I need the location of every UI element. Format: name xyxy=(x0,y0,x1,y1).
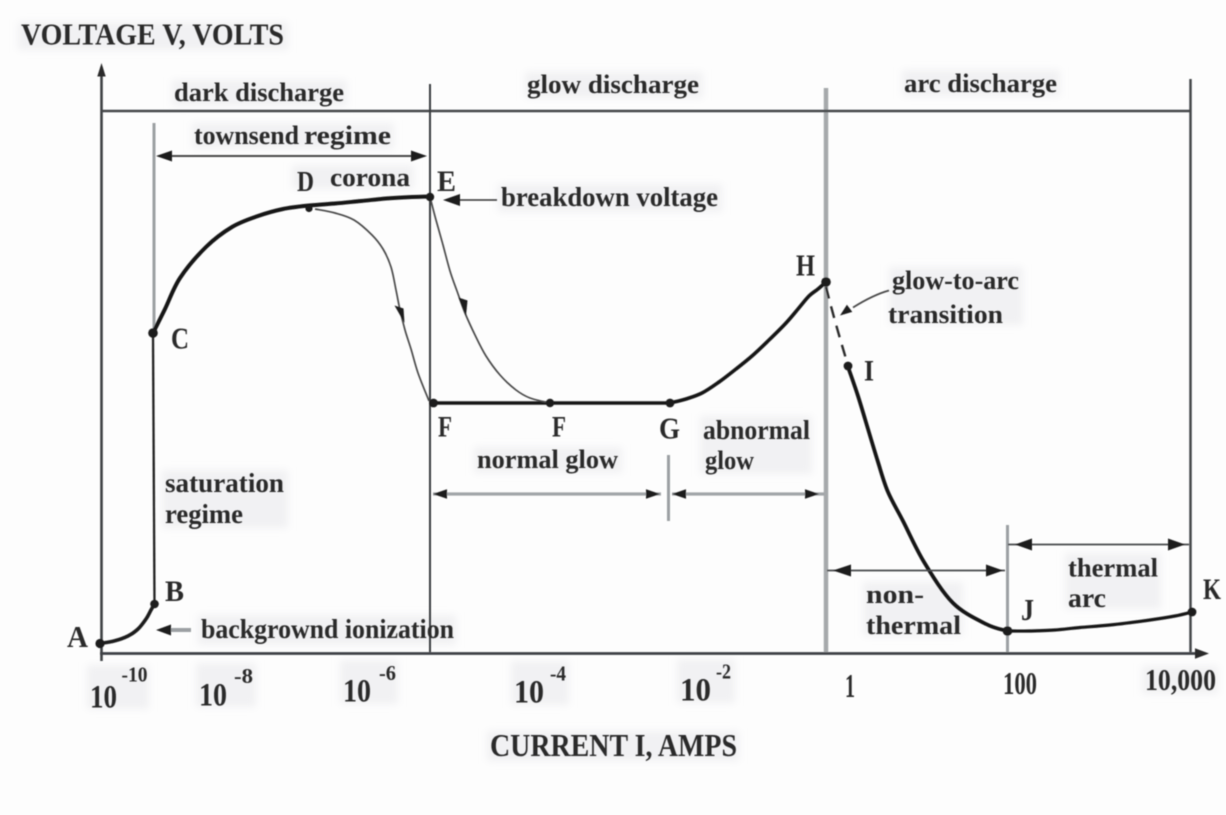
svg-text:regime: regime xyxy=(165,499,243,529)
svg-text:non-: non- xyxy=(866,580,924,609)
svg-text:1: 1 xyxy=(845,668,855,705)
svg-text:-2: -2 xyxy=(716,660,731,684)
svg-text:F: F xyxy=(552,411,566,444)
svg-text:A: A xyxy=(67,619,89,654)
svg-text:glow-to-arc: glow-to-arc xyxy=(892,266,1019,295)
svg-text:breakdown voltage: breakdown voltage xyxy=(501,182,718,212)
svg-text:corona: corona xyxy=(330,163,410,192)
svg-text:thermal: thermal xyxy=(1068,554,1158,583)
svg-text:10: 10 xyxy=(199,678,227,714)
svg-text:-4: -4 xyxy=(550,662,566,686)
svg-text:VOLTAGE V, VOLTS: VOLTAGE V, VOLTS xyxy=(21,17,284,52)
svg-text:E: E xyxy=(437,165,456,198)
svg-text:thermal: thermal xyxy=(866,611,961,640)
svg-text:K: K xyxy=(1203,573,1222,606)
svg-text:townsend: townsend xyxy=(194,121,300,150)
svg-text:B: B xyxy=(165,575,184,608)
svg-text:glow: glow xyxy=(705,446,754,475)
svg-text:-10: -10 xyxy=(122,663,148,687)
svg-text:backgrownd ionization: backgrownd ionization xyxy=(201,614,454,644)
svg-text:10: 10 xyxy=(343,674,371,710)
svg-text:-6: -6 xyxy=(379,661,396,685)
svg-text:C: C xyxy=(171,321,189,356)
svg-text:10: 10 xyxy=(90,680,117,716)
svg-text:regime: regime xyxy=(304,121,391,150)
svg-text:F: F xyxy=(438,411,452,444)
svg-text:10: 10 xyxy=(514,675,544,711)
svg-text:J: J xyxy=(1021,592,1034,627)
svg-text:glow discharge: glow discharge xyxy=(527,70,699,99)
svg-text:10: 10 xyxy=(680,673,711,709)
svg-text:saturation: saturation xyxy=(165,468,284,498)
svg-text:abnormal: abnormal xyxy=(703,415,810,445)
svg-text:G: G xyxy=(659,411,680,446)
svg-text:CURRENT I, AMPS: CURRENT I, AMPS xyxy=(490,727,737,763)
svg-text:D: D xyxy=(297,166,314,198)
svg-text:I: I xyxy=(864,355,874,388)
svg-text:10,000: 10,000 xyxy=(1145,662,1216,697)
svg-text:arc: arc xyxy=(1068,583,1106,613)
svg-text:dark discharge: dark discharge xyxy=(174,78,344,107)
svg-text:H: H xyxy=(796,248,815,283)
svg-text:arc discharge: arc discharge xyxy=(904,69,1057,98)
svg-text:normal glow: normal glow xyxy=(477,445,618,474)
svg-text:100: 100 xyxy=(1003,665,1037,701)
svg-text:transition: transition xyxy=(888,300,1004,329)
svg-text:-8: -8 xyxy=(234,664,253,688)
